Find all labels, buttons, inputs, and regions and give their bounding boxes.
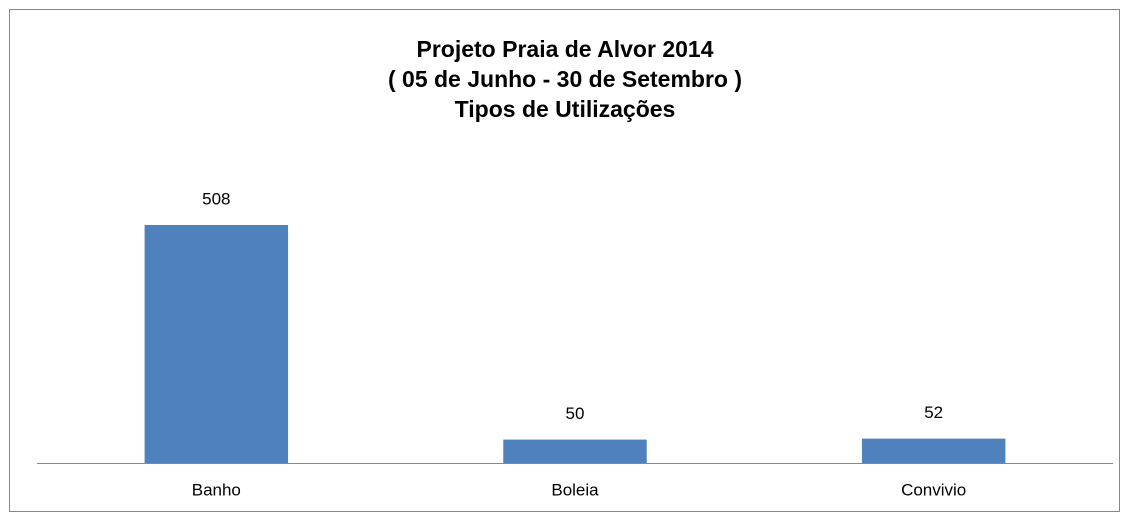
bar [503,439,647,463]
x-tick-label: Convivio [901,480,966,499]
chart-title: Tipos de Utilizações [455,96,676,122]
data-label: 50 [566,404,585,423]
data-label: 508 [202,189,230,208]
chart-title: ( 05 de Junho - 30 de Setembro ) [388,66,742,92]
chart-title: Projeto Praia de Alvor 2014 [416,36,713,62]
x-tick-label: Boleia [551,480,599,499]
bar [144,225,289,463]
x-tick-label: Banho [192,480,241,499]
bar [861,438,1006,463]
data-label: 52 [924,403,943,422]
